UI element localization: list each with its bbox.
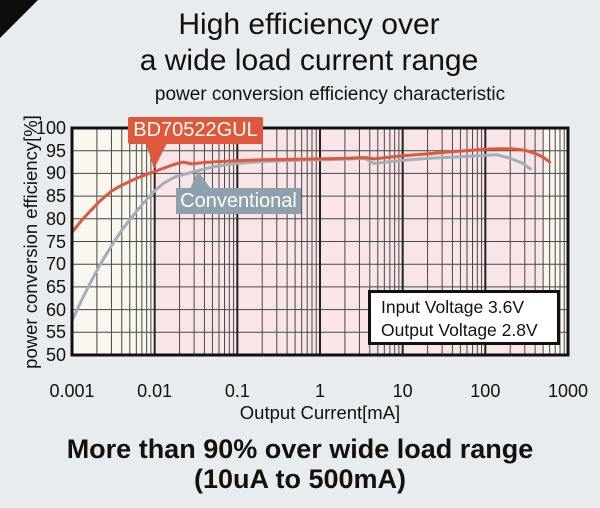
x-tick-label: 1 [314, 381, 325, 401]
y-tick-label: 95 [45, 140, 66, 161]
title-line-2: a wide load current range [139, 44, 479, 77]
series-callout-conventional-text: Conventional [180, 190, 297, 212]
y-tick-label: 60 [45, 299, 66, 320]
y-tick-label: 100 [35, 118, 66, 138]
x-tick-label: 1000 [547, 381, 589, 401]
footer-claim: More than 90% over wide load range (10uA… [0, 434, 600, 494]
series-line-conventional [70, 153, 532, 323]
x-tick-label: 0.01 [137, 381, 173, 401]
footer-claim-line-2: (10uA to 500mA) [193, 464, 407, 494]
input-voltage-text: Input Voltage 3.6V [381, 297, 525, 317]
bd70522gul-callout-pointer [146, 143, 167, 169]
page-title: High efficiency over a wide load current… [18, 7, 600, 79]
series-callout-bd70522gul: BD70522GUL [128, 117, 263, 144]
y-tick-label: 70 [45, 254, 66, 275]
x-axis-label: Output Current[mA] [239, 402, 401, 423]
y-tick-label: 85 [45, 186, 66, 207]
y-tick-label: 55 [45, 322, 66, 343]
y-tick-label: 90 [45, 163, 66, 184]
corner-triangle-decoration [0, 0, 38, 38]
x-tick-label: 100 [470, 381, 501, 401]
conditions-box: Input Voltage 3.6V Output Voltage 2.8V [368, 290, 560, 345]
y-tick-label: 50 [45, 345, 66, 365]
series-callout-bd70522gul-text: BD70522GUL [133, 119, 258, 141]
series-line-bd70522gul [70, 147, 552, 234]
y-tick-label: 75 [45, 231, 66, 252]
title-line-1: High efficiency over [178, 8, 440, 41]
output-voltage-text: Output Voltage 2.8V [381, 320, 538, 340]
y-tick-label: 80 [45, 208, 66, 229]
footer-claim-line-1: More than 90% over wide load range [66, 434, 534, 464]
x-tick-label: 0.1 [224, 381, 250, 401]
y-tick-label: 65 [45, 276, 66, 297]
corner-triangle-shape [0, 0, 38, 38]
chart-subtitle: power conversion efficiency characterist… [154, 84, 506, 105]
series-callout-conventional: Conventional [176, 188, 301, 214]
x-tick-label: 10 [392, 381, 413, 401]
x-tick-label: 0.001 [49, 381, 95, 401]
plot-border [70, 126, 570, 357]
conventional-callout-pointer [190, 171, 211, 189]
